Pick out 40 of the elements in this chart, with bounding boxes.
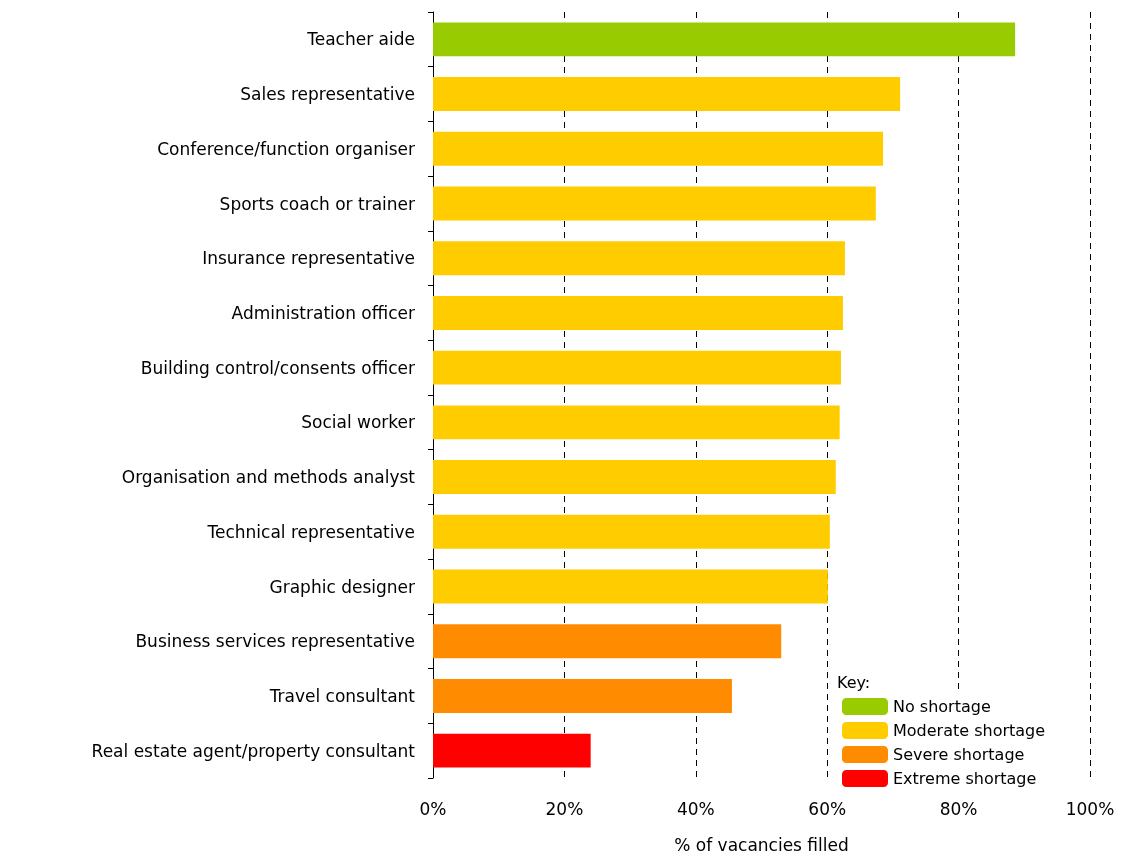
x-tick-label: 40% <box>676 798 715 819</box>
bar <box>433 295 843 330</box>
x-tick-label: 80% <box>939 798 978 819</box>
y-tick-label: Sales representative <box>240 84 415 105</box>
bar <box>433 460 836 495</box>
legend-label: Extreme shortage <box>893 769 1037 788</box>
bar <box>433 569 828 604</box>
legend-label: Severe shortage <box>893 745 1025 764</box>
y-tick-label: Sports coach or trainer <box>219 193 415 214</box>
y-tick-label: Business services representative <box>135 631 415 652</box>
bar <box>433 624 782 659</box>
bar <box>433 514 830 549</box>
x-tick-label: 60% <box>808 798 847 819</box>
bar <box>433 733 591 768</box>
bar <box>433 241 845 276</box>
y-tick-label: Building control/consents officer <box>140 357 415 378</box>
bar <box>433 350 841 385</box>
bar <box>433 405 840 440</box>
y-tick-label: Organisation and methods analyst <box>121 467 416 488</box>
x-tick-label: 100% <box>1065 798 1115 819</box>
legend-title: Key: <box>837 672 871 692</box>
x-tick-label: 20% <box>545 798 584 819</box>
y-tick-label: Technical representative <box>206 521 415 542</box>
y-tick-label: Graphic designer <box>269 576 415 597</box>
legend-label: No shortage <box>893 697 991 716</box>
y-tick-label: Administration officer <box>231 302 415 323</box>
y-tick-label: Real estate agent/property consultant <box>91 740 416 761</box>
bar <box>433 678 732 713</box>
x-axis-title: % of vacancies filled <box>674 834 849 855</box>
y-tick-label: Insurance representative <box>202 248 415 269</box>
y-tick-label: Travel consultant <box>268 685 416 706</box>
bar <box>433 22 1016 57</box>
bar <box>433 77 901 112</box>
bar <box>433 131 884 166</box>
y-tick-label: Conference/function organiser <box>157 138 415 159</box>
legend-label: Moderate shortage <box>893 721 1046 740</box>
y-tick-label: Teacher aide <box>306 29 415 50</box>
x-tick-label: 0% <box>419 798 447 819</box>
y-tick-label: Social worker <box>301 412 415 433</box>
bar <box>433 186 876 221</box>
